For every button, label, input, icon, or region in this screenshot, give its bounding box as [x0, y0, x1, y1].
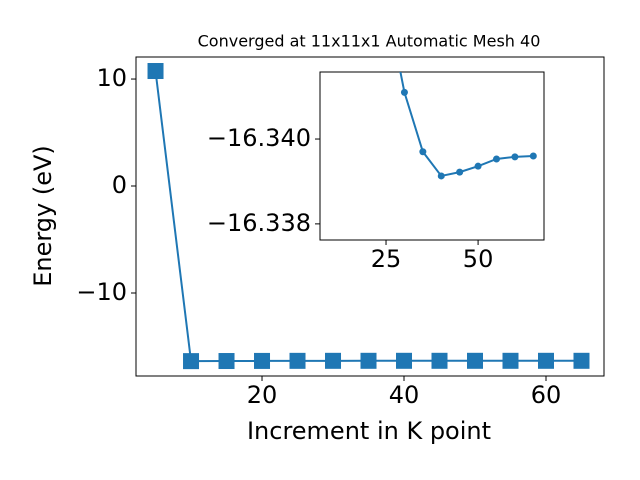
marker — [492, 155, 500, 163]
x-tick-label: 20 — [247, 381, 278, 409]
marker — [325, 352, 342, 369]
marker — [502, 352, 519, 369]
marker — [437, 172, 445, 180]
plot-area — [147, 63, 590, 370]
marker — [511, 153, 519, 161]
marker — [400, 88, 408, 96]
marker — [147, 63, 164, 80]
x-axis-label: Increment in K point — [247, 417, 491, 445]
marker — [289, 352, 306, 369]
x-tick-label: 50 — [463, 245, 494, 273]
marker — [254, 352, 271, 369]
x-tick-label: 25 — [371, 245, 402, 273]
marker — [431, 352, 448, 369]
marker — [537, 352, 554, 369]
y-tick-label: −10 — [76, 278, 127, 306]
marker — [183, 353, 200, 370]
marker — [396, 352, 413, 369]
x-tick-label: 40 — [389, 381, 420, 409]
marker — [456, 168, 464, 176]
y-tick-label: 0 — [112, 171, 127, 199]
marker — [467, 352, 484, 369]
plot-frame — [319, 71, 545, 241]
marker — [474, 162, 482, 170]
y-axis-label: Energy (eV) — [29, 145, 57, 287]
marker — [360, 352, 377, 369]
chart-title: Converged at 11x11x1 Automatic Mesh 40 — [198, 32, 541, 51]
plot-area — [399, 72, 537, 180]
marker — [218, 353, 235, 370]
marker — [419, 148, 427, 156]
y-tick-label: −16.340 — [207, 124, 311, 152]
marker — [529, 152, 537, 160]
x-tick-label: 60 — [531, 381, 562, 409]
marker — [573, 352, 590, 369]
y-tick-label: −16.338 — [207, 209, 311, 237]
y-tick-label: 10 — [96, 64, 127, 92]
